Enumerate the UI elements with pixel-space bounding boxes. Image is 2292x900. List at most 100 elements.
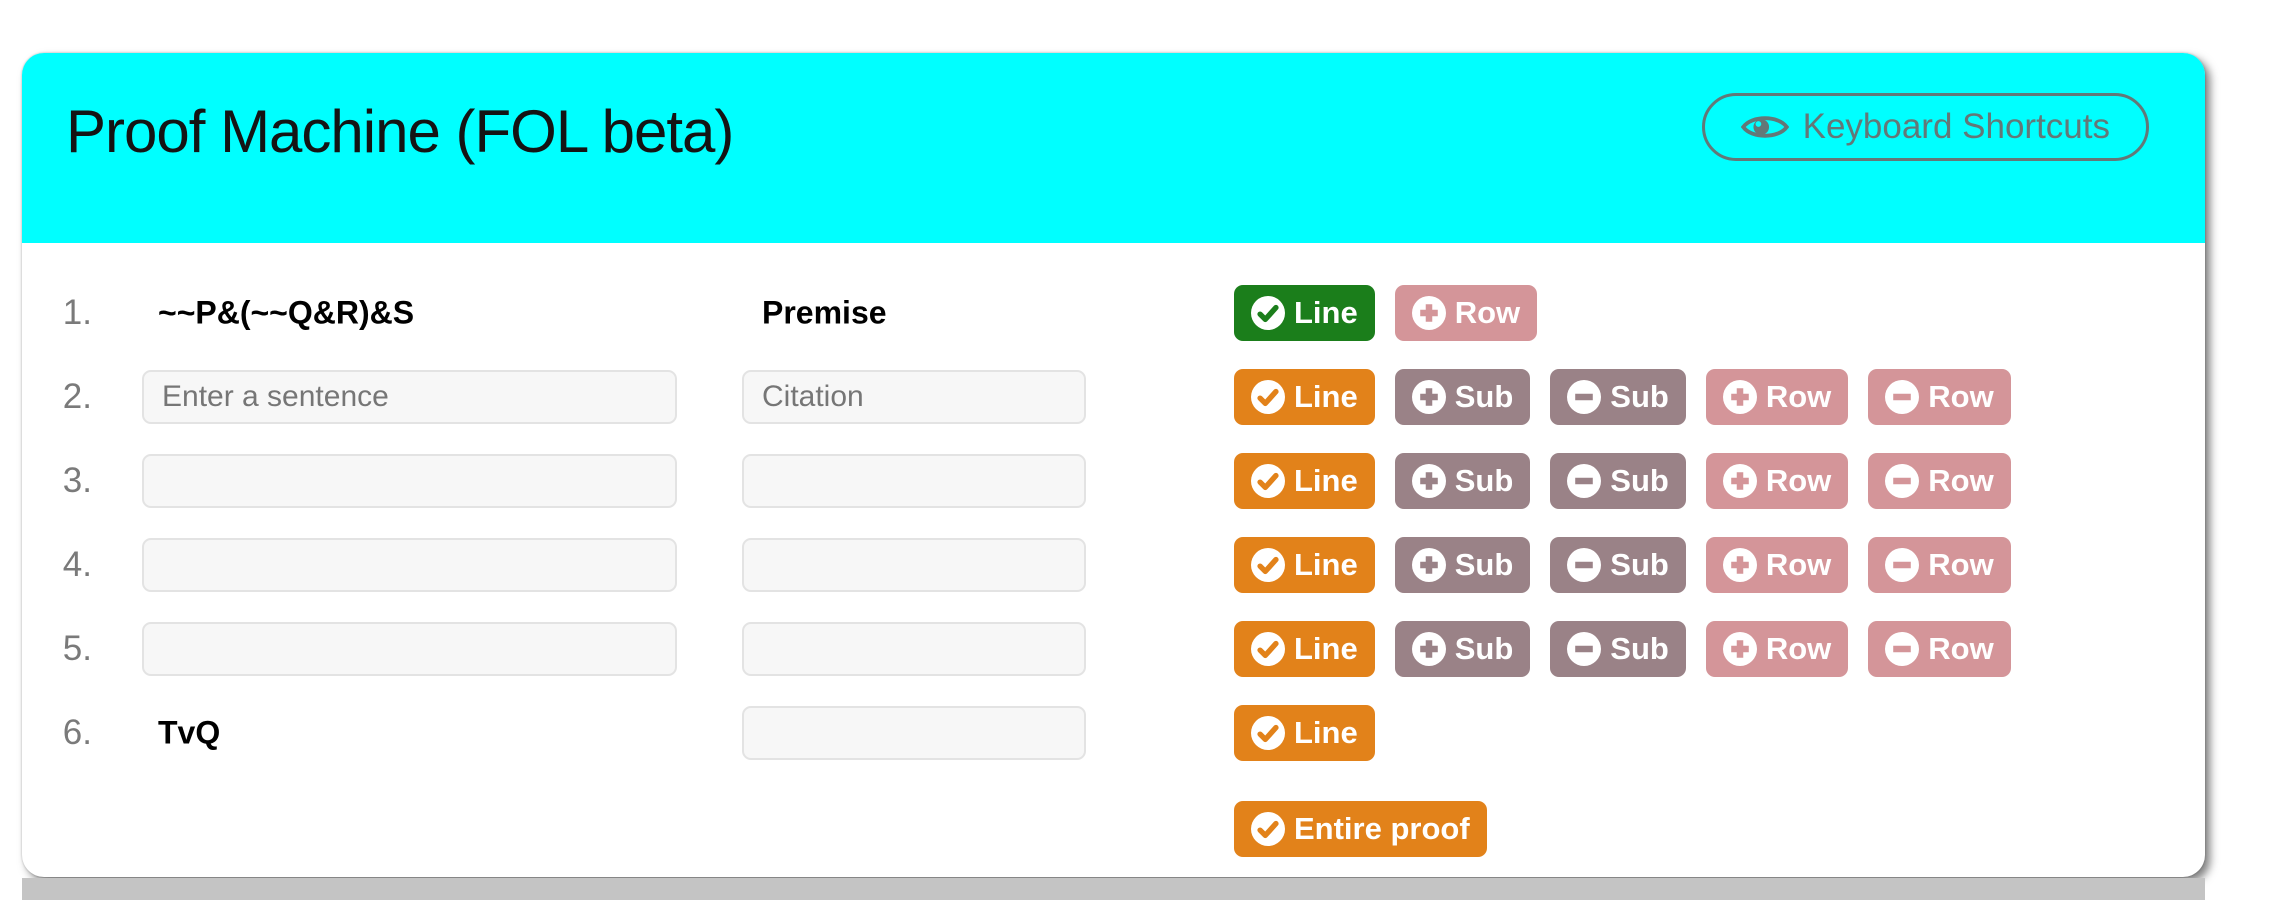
card-header: Proof Machine (FOL beta) Keyboard Shortc… <box>22 53 2205 243</box>
eye-icon <box>1740 110 1789 144</box>
add-subproof-button[interactable]: Sub <box>1394 453 1531 509</box>
minus-icon <box>1885 380 1920 414</box>
plus-icon <box>1411 380 1446 414</box>
proof-row-2: 2. Line Sub Sub Row <box>22 355 2205 439</box>
remove-row-button[interactable]: Row <box>1868 369 2011 425</box>
check-line-button[interactable]: Line <box>1234 705 1375 761</box>
remove-row-button[interactable]: Row <box>1868 453 2011 509</box>
proof-row-3: 3. Line Sub Sub Row <box>22 439 2205 523</box>
check-icon <box>1251 812 1285 846</box>
check-line-button[interactable]: Line <box>1234 285 1375 341</box>
check-icon <box>1251 632 1285 666</box>
check-line-label: Line <box>1294 547 1358 582</box>
justification-text: Premise <box>762 294 887 331</box>
citation-input[interactable] <box>742 538 1086 592</box>
add-row-label: Row <box>1765 379 1832 414</box>
plus-icon <box>1411 296 1446 330</box>
check-entire-proof-button[interactable]: Entire proof <box>1234 801 1487 857</box>
remove-subproof-label: Sub <box>1610 379 1669 414</box>
sentence-input[interactable] <box>142 370 677 424</box>
add-subproof-label: Sub <box>1454 463 1514 498</box>
minus-icon <box>1885 464 1920 498</box>
remove-subproof-label: Sub <box>1610 631 1669 666</box>
row-actions: Line Sub Sub Row Row <box>1234 537 2011 593</box>
remove-subproof-button[interactable]: Sub <box>1550 369 1686 425</box>
sentence-input[interactable] <box>142 538 677 592</box>
remove-subproof-button[interactable]: Sub <box>1550 621 1686 677</box>
row-actions: Line Sub Sub Row Row <box>1234 369 2011 425</box>
remove-row-label: Row <box>1928 379 1994 414</box>
remove-subproof-button[interactable]: Sub <box>1550 453 1686 509</box>
remove-subproof-label: Sub <box>1610 547 1669 582</box>
add-subproof-button[interactable]: Sub <box>1394 621 1531 677</box>
page-title: Proof Machine (FOL beta) <box>66 98 734 165</box>
sentence-text: TvQ <box>158 714 221 751</box>
minus-icon <box>1885 632 1920 666</box>
plus-icon <box>1411 464 1446 498</box>
line-number: 1. <box>62 293 92 332</box>
sentence-input[interactable] <box>142 454 677 508</box>
plus-icon <box>1722 548 1757 582</box>
check-icon <box>1251 296 1285 330</box>
sentence-input[interactable] <box>142 622 677 676</box>
add-subproof-label: Sub <box>1454 547 1514 582</box>
proof-rows: 1. ~~P&(~~Q&R)&S Premise Line Row 2. <box>22 271 2205 857</box>
proof-row-4: 4. Line Sub Sub Row <box>22 523 2205 607</box>
remove-subproof-button[interactable]: Sub <box>1550 537 1686 593</box>
add-row-button[interactable]: Row <box>1705 621 1849 677</box>
check-icon <box>1251 548 1285 582</box>
plus-icon <box>1411 548 1446 582</box>
proof-machine-card: Proof Machine (FOL beta) Keyboard Shortc… <box>22 53 2205 877</box>
check-line-button[interactable]: Line <box>1234 621 1375 677</box>
check-icon <box>1251 380 1285 414</box>
entire-proof-row: Entire proof <box>22 801 2205 857</box>
check-line-button[interactable]: Line <box>1234 369 1375 425</box>
check-line-button[interactable]: Line <box>1234 537 1375 593</box>
plus-icon <box>1722 464 1757 498</box>
remove-subproof-label: Sub <box>1610 463 1669 498</box>
plus-icon <box>1411 632 1446 666</box>
proof-row-1: 1. ~~P&(~~Q&R)&S Premise Line Row <box>22 271 2205 355</box>
remove-row-button[interactable]: Row <box>1868 537 2011 593</box>
add-row-button[interactable]: Row <box>1394 285 1538 341</box>
add-subproof-label: Sub <box>1454 379 1514 414</box>
add-row-button[interactable]: Row <box>1705 537 1849 593</box>
line-number: 6. <box>62 713 92 752</box>
proof-row-6: 6. TvQ Line <box>22 691 2205 775</box>
check-line-label: Line <box>1294 463 1358 498</box>
add-row-label: Row <box>1454 295 1521 330</box>
minus-icon <box>1885 548 1920 582</box>
line-number: 2. <box>62 377 92 416</box>
row-actions: Line Sub Sub Row Row <box>1234 621 2011 677</box>
remove-row-button[interactable]: Row <box>1868 621 2011 677</box>
keyboard-shortcuts-label: Keyboard Shortcuts <box>1802 107 2110 146</box>
plus-icon <box>1722 380 1757 414</box>
check-icon <box>1251 464 1285 498</box>
minus-icon <box>1567 380 1602 414</box>
citation-input[interactable] <box>742 706 1086 760</box>
check-line-button[interactable]: Line <box>1234 453 1375 509</box>
keyboard-shortcuts-button[interactable]: Keyboard Shortcuts <box>1701 93 2149 161</box>
add-subproof-label: Sub <box>1454 631 1514 666</box>
check-line-label: Line <box>1294 715 1358 750</box>
row-actions: Line Row <box>1234 285 1538 341</box>
sentence-text: ~~P&(~~Q&R)&S <box>158 294 415 331</box>
check-line-label: Line <box>1294 631 1358 666</box>
add-row-button[interactable]: Row <box>1705 369 1849 425</box>
check-line-label: Line <box>1294 295 1358 330</box>
remove-row-label: Row <box>1928 547 1994 582</box>
check-line-label: Line <box>1294 379 1358 414</box>
citation-input[interactable] <box>742 622 1086 676</box>
add-row-label: Row <box>1765 547 1832 582</box>
row-actions: Line Sub Sub Row Row <box>1234 453 2011 509</box>
plus-icon <box>1722 632 1757 666</box>
citation-input[interactable] <box>742 370 1086 424</box>
line-number: 3. <box>62 461 92 500</box>
minus-icon <box>1567 632 1602 666</box>
citation-input[interactable] <box>742 454 1086 508</box>
add-row-button[interactable]: Row <box>1705 453 1849 509</box>
add-subproof-button[interactable]: Sub <box>1394 369 1531 425</box>
add-row-label: Row <box>1765 631 1832 666</box>
remove-row-label: Row <box>1928 631 1994 666</box>
add-subproof-button[interactable]: Sub <box>1394 537 1531 593</box>
